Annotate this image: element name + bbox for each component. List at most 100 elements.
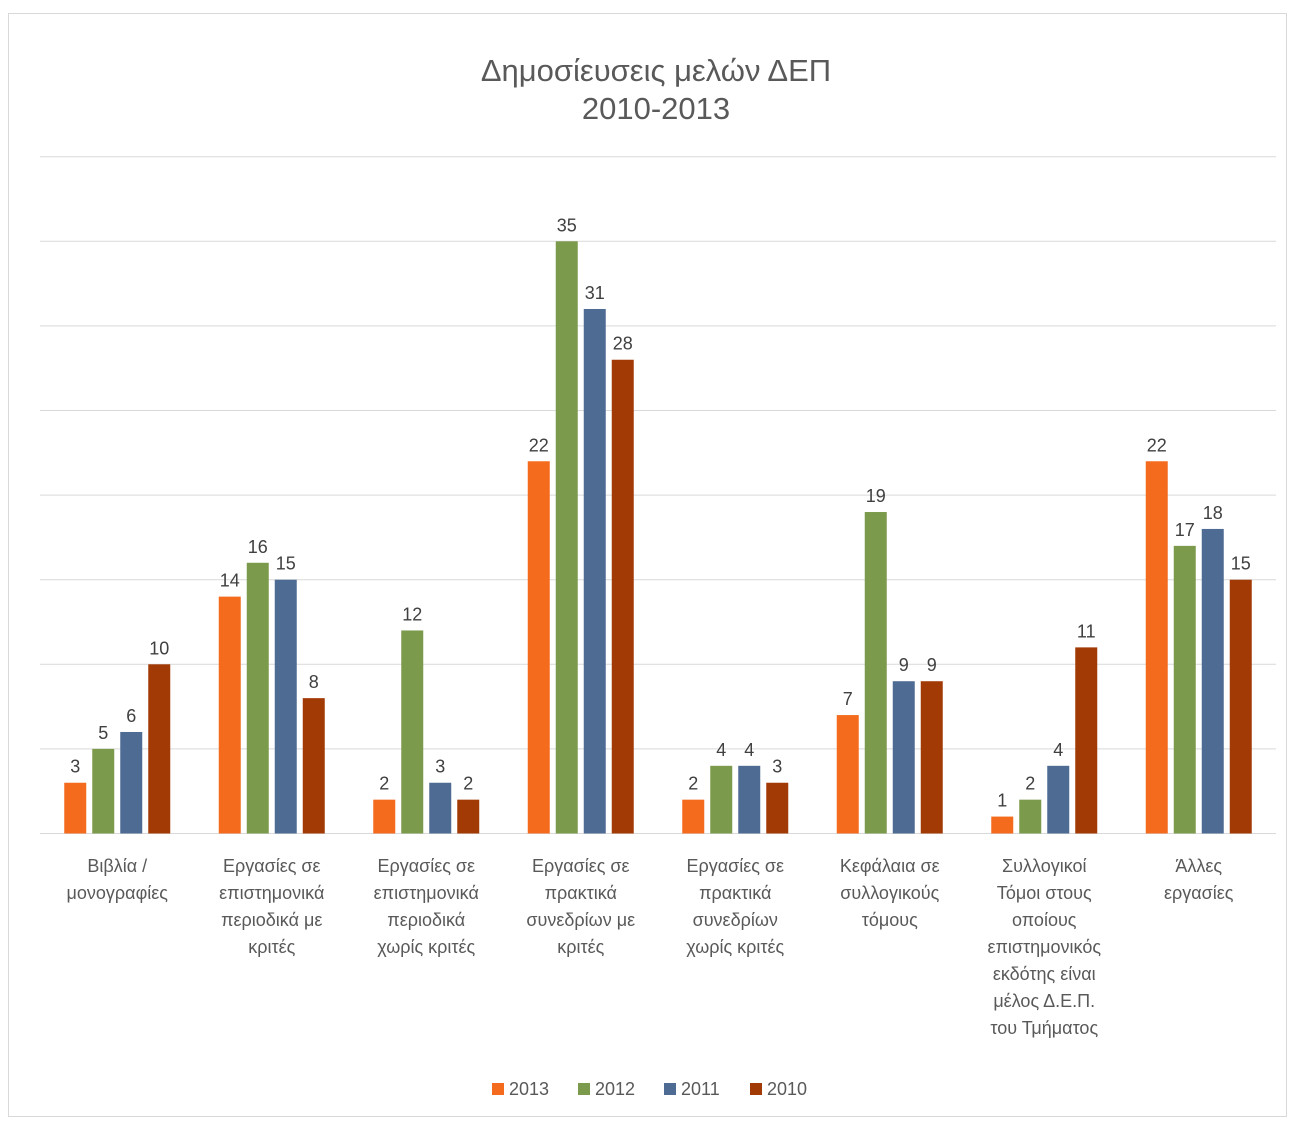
bar-2012-1 bbox=[92, 748, 115, 834]
category-label-line: τόμους bbox=[862, 910, 918, 930]
chart-title-line-1: Δημοσίευσεις μελών ΔΕΠ bbox=[481, 53, 831, 88]
category-label-line: Συλλογικοί bbox=[1002, 856, 1087, 876]
data-label-2011-6: 9 bbox=[899, 655, 909, 675]
bar-2012-8 bbox=[1173, 545, 1196, 834]
data-label-2011-2: 15 bbox=[276, 554, 296, 574]
category-label-2: Εργασίες σε επιστημονικά περιοδικά με κριτέ… bbox=[219, 856, 324, 957]
bar-2010-2 bbox=[302, 698, 325, 834]
data-label-2010-3: 2 bbox=[463, 774, 473, 794]
data-label-2011-5: 4 bbox=[744, 740, 754, 760]
bar-2011-4 bbox=[583, 308, 606, 834]
category-label-line: οποίους bbox=[1012, 910, 1077, 930]
category-label-line: χωρίς κριτές bbox=[377, 937, 475, 957]
category-label-line: περιοδικά bbox=[387, 910, 465, 930]
bar-2011-7 bbox=[1047, 765, 1070, 834]
data-label-2013-6: 7 bbox=[843, 689, 853, 709]
bars bbox=[64, 241, 1252, 834]
category-label-1: Βιβλία / μονογραφίες bbox=[67, 856, 169, 903]
category-label-line: εκδότης είναι bbox=[993, 964, 1096, 984]
data-label-2012-6: 19 bbox=[866, 486, 886, 506]
data-label-2011-3: 3 bbox=[435, 757, 445, 777]
bar-2012-4 bbox=[555, 241, 578, 834]
bar-2013-8 bbox=[1145, 461, 1168, 834]
bar-2011-3 bbox=[429, 782, 452, 834]
grid-lines bbox=[40, 156, 1276, 834]
data-label-2013-7: 1 bbox=[997, 791, 1007, 811]
data-label-2010-2: 8 bbox=[309, 672, 319, 692]
bar-2011-5 bbox=[738, 765, 761, 834]
data-label-2012-2: 16 bbox=[248, 537, 268, 557]
legend: 2013 2012 2011 2010 bbox=[492, 1079, 807, 1099]
bar-2010-8 bbox=[1229, 579, 1252, 834]
category-labels: Βιβλία / μονογραφίες Εργασίες σε επιστημονι… bbox=[67, 856, 1234, 1038]
data-label-2011-8: 18 bbox=[1203, 503, 1223, 523]
bar-2010-7 bbox=[1075, 647, 1098, 834]
category-label-line: επιστημονικά bbox=[219, 883, 324, 903]
data-label-2011-4: 31 bbox=[585, 283, 605, 303]
category-label-line: συλλογικούς bbox=[840, 883, 939, 903]
category-label-line: χωρίς κριτές bbox=[686, 937, 784, 957]
data-label-2012-4: 35 bbox=[557, 215, 577, 235]
bar-2012-5 bbox=[710, 765, 733, 834]
bar-2010-3 bbox=[457, 799, 480, 834]
bar-2013-6 bbox=[836, 715, 859, 834]
category-label-line: Βιβλία / bbox=[87, 856, 147, 876]
data-label-2011-1: 6 bbox=[126, 706, 136, 726]
bar-2010-5 bbox=[766, 782, 789, 834]
bar-2013-3 bbox=[373, 799, 396, 834]
legend-label-2011: 2011 bbox=[681, 1079, 720, 1099]
category-label-line: εργασίες bbox=[1164, 883, 1234, 903]
category-label-line: Εργασίες σε bbox=[223, 856, 321, 876]
category-label-line: Κεφάλαια σε bbox=[840, 856, 940, 876]
data-label-2013-2: 14 bbox=[220, 571, 240, 591]
category-label-line: επιστημονικά bbox=[374, 883, 479, 903]
category-label-line: του Τμήματος bbox=[990, 1018, 1098, 1038]
category-label-4: Εργασίες σε πρακτικά συνεδρίων με κριτές bbox=[526, 856, 635, 957]
data-label-2010-4: 28 bbox=[613, 334, 633, 354]
data-label-2012-3: 12 bbox=[402, 604, 422, 624]
bar-2010-1 bbox=[148, 664, 171, 834]
data-label-2010-7: 11 bbox=[1077, 621, 1096, 641]
legend-label-2013: 2013 bbox=[509, 1079, 549, 1099]
bar-2013-5 bbox=[682, 799, 705, 834]
chart-title-line-2: 2010-2013 bbox=[582, 91, 730, 126]
category-label-line: Εργασίες σε bbox=[532, 856, 630, 876]
data-label-2013-4: 22 bbox=[529, 435, 549, 455]
category-label-line: μονογραφίες bbox=[67, 883, 169, 903]
data-label-2010-6: 9 bbox=[927, 655, 937, 675]
category-label-line: επιστημονικός bbox=[987, 937, 1101, 957]
category-label-line: κριτές bbox=[557, 937, 604, 957]
bar-2013-2 bbox=[218, 596, 241, 834]
category-label-6: Κεφάλαια σε συλλογικούς τόμους bbox=[840, 856, 940, 930]
category-label-line: μέλος Δ.Ε.Π. bbox=[993, 991, 1095, 1011]
bar-2012-6 bbox=[864, 512, 887, 834]
data-label-2012-7: 2 bbox=[1025, 774, 1035, 794]
bar-2010-4 bbox=[611, 359, 634, 834]
bar-2012-3 bbox=[401, 630, 424, 834]
bar-2013-1 bbox=[64, 782, 87, 834]
bar-2011-6 bbox=[892, 681, 915, 834]
data-label-2010-1: 10 bbox=[149, 638, 169, 658]
category-label-line: συνεδρίων bbox=[693, 910, 778, 930]
bar-2013-7 bbox=[991, 816, 1014, 834]
legend-swatch-2013 bbox=[492, 1083, 504, 1095]
category-label-7: Συλλογικοί Τόμοι στους οποίους επιστημονικό… bbox=[987, 856, 1101, 1038]
bar-2013-4 bbox=[527, 461, 550, 834]
category-label-line: πρακτικά bbox=[699, 883, 771, 903]
category-label-line: Τόμοι στους bbox=[997, 883, 1092, 903]
bar-2011-8 bbox=[1201, 528, 1224, 834]
data-label-2012-1: 5 bbox=[98, 723, 108, 743]
category-label-5: Εργασίες σε πρακτικά συνεδρίων χωρίς κριτές bbox=[686, 856, 784, 957]
data-label-2010-8: 15 bbox=[1231, 554, 1251, 574]
bar-2012-7 bbox=[1019, 799, 1042, 834]
chart-frame: Δημοσίευσεις μελών ΔΕΠ 2010-2013 3 14 2 22 2 7… bbox=[8, 13, 1287, 1117]
bar-2011-2 bbox=[274, 579, 297, 834]
legend-swatch-2011 bbox=[664, 1083, 676, 1095]
data-label-2012-5: 4 bbox=[716, 740, 726, 760]
category-label-line: πρακτικά bbox=[545, 883, 617, 903]
data-label-2013-5: 2 bbox=[688, 774, 698, 794]
legend-label-2010: 2010 bbox=[767, 1079, 807, 1099]
category-label-line: περιοδικά με bbox=[221, 910, 322, 930]
data-label-2010-5: 3 bbox=[772, 757, 782, 777]
